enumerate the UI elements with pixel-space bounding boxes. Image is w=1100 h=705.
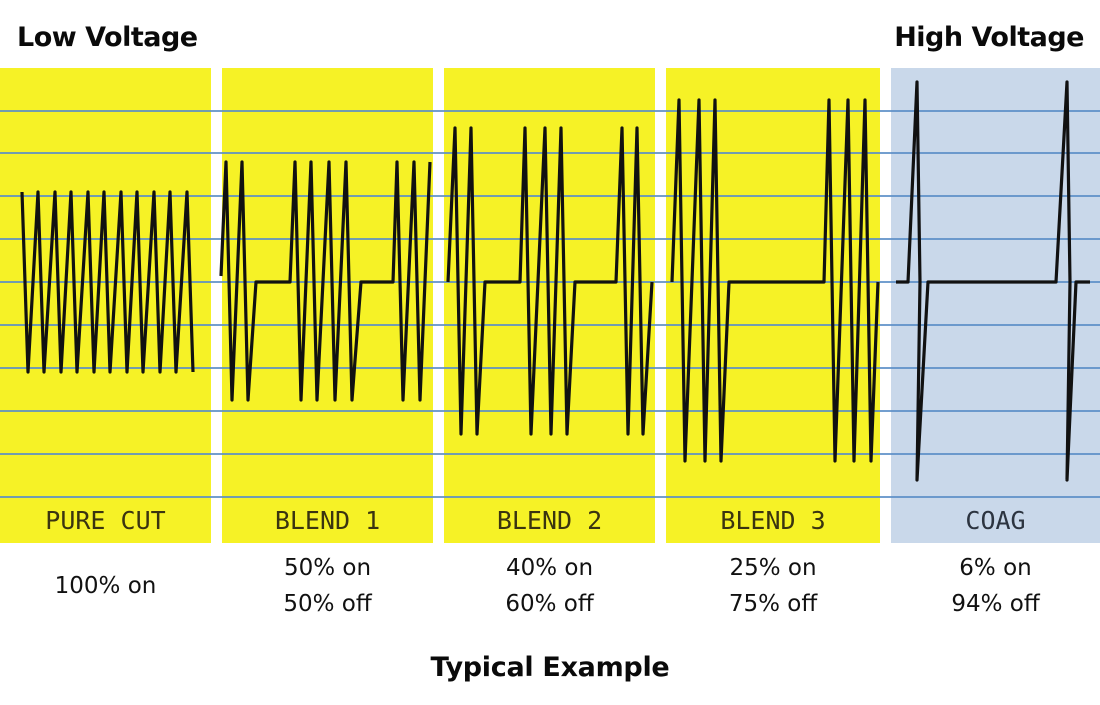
- mode-label-blend-2: BLEND 2: [496, 505, 603, 535]
- duty-off-text: 75% off: [728, 591, 818, 617]
- duty-blend-3: 25% on 75% off: [666, 550, 880, 622]
- panel-pure-cut: [0, 68, 211, 543]
- duty-on-text: 100% on: [54, 573, 157, 599]
- waveform-coag: [896, 80, 1090, 482]
- duty-blend-2: 40% on 60% off: [444, 550, 655, 622]
- mode-label-coag: COAG: [965, 505, 1026, 535]
- duty-coag: 6% on 94% off: [891, 550, 1100, 622]
- waveform-pure-cut: [20, 190, 195, 374]
- duty-off-text: 50% off: [283, 591, 372, 617]
- figure-caption: Typical Example: [430, 652, 670, 683]
- duty-on-text: 40% on: [505, 555, 594, 581]
- waveforms: [20, 80, 1090, 482]
- duty-blend-1: 50% on 50% off: [222, 550, 433, 622]
- duty-pure-cut: 100% on: [0, 568, 211, 604]
- waveform-blend-3: [670, 98, 880, 463]
- mode-label-blend-3: BLEND 3: [720, 505, 826, 535]
- waveform-blend-2: [446, 126, 654, 436]
- mode-label-blend-1: BLEND 1: [274, 505, 381, 535]
- low-voltage-label: Low Voltage: [17, 22, 198, 53]
- duty-on-text: 50% on: [283, 555, 372, 581]
- duty-off-text: 94% off: [951, 591, 1040, 617]
- high-voltage-label: High Voltage: [894, 22, 1084, 53]
- waveform-blend-1: [219, 160, 432, 402]
- duty-on-text: 6% on: [959, 555, 1032, 581]
- panel-blend-1: [222, 68, 433, 543]
- mode-label-pure-cut: PURE CUT: [45, 505, 166, 535]
- duty-on-text: 25% on: [729, 555, 817, 581]
- duty-off-text: 60% off: [505, 591, 594, 617]
